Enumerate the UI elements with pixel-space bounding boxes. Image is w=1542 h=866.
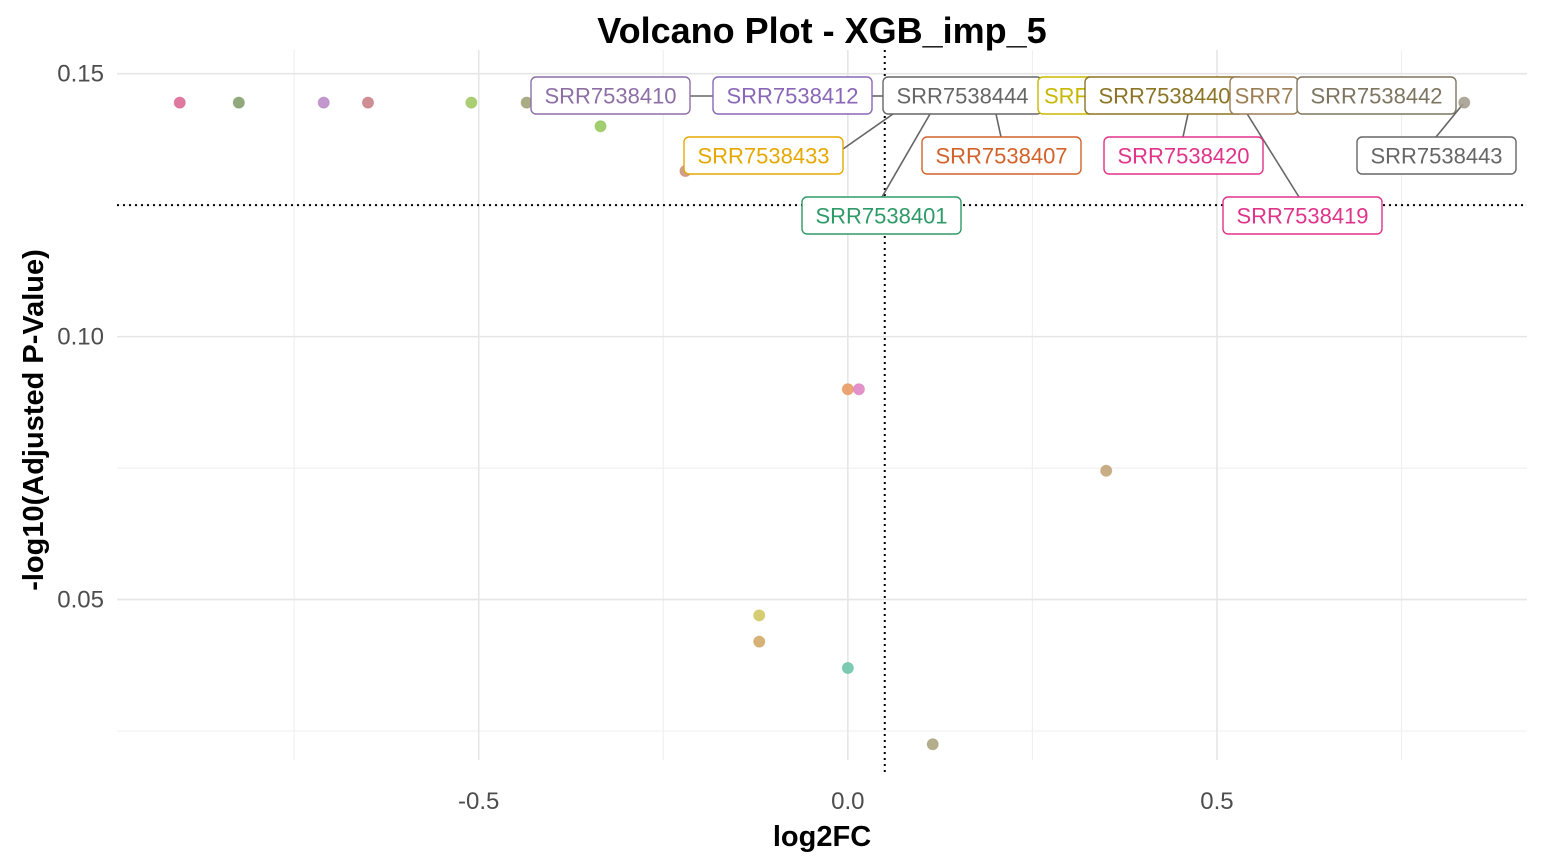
point-label: SRR7538412	[712, 76, 873, 115]
point-label-box	[530, 76, 691, 115]
point-label-text: SRR7538433	[697, 144, 829, 169]
x-tick-label: 0.0	[831, 788, 864, 815]
x-axis-title: log2FC	[773, 821, 871, 853]
point-label-text: SRR7538410	[544, 84, 676, 109]
point-label-text: SRR7538407	[935, 144, 1067, 169]
point-label-text: SRR7538442	[1310, 84, 1442, 109]
data-point	[317, 96, 330, 109]
point-label-text: SRR7538440	[1098, 84, 1230, 109]
point-label-text: SRF	[1044, 84, 1088, 109]
y-axis-title: -log10(Adjusted P-Value)	[18, 249, 50, 591]
point-label: SRR7538433	[683, 136, 844, 175]
point-label-text: SRR7538419	[1236, 204, 1368, 229]
data-point	[594, 120, 607, 133]
data-point	[1458, 96, 1471, 109]
data-point	[841, 661, 854, 674]
label-connector	[1182, 113, 1189, 138]
point-label-text: SRR7538401	[815, 204, 947, 229]
label-connector	[842, 113, 894, 150]
label-connectors	[690, 95, 1464, 198]
data-point	[1100, 464, 1113, 477]
data-point	[852, 383, 865, 396]
data-point	[753, 635, 766, 648]
point-label-box	[712, 76, 873, 115]
point-label-box	[921, 136, 1082, 175]
label-connector	[881, 113, 931, 198]
reference-lines	[117, 50, 1527, 775]
data-point	[232, 96, 245, 109]
point-label-text: SRR7538444	[896, 84, 1028, 109]
x-tick-label: 0.5	[1200, 788, 1233, 815]
point-label-text: SRR7538420	[1117, 144, 1249, 169]
point-label: SRR7538443	[1356, 136, 1517, 175]
chart-title: Volcano Plot - XGB_imp_5	[597, 10, 1046, 51]
point-label: SRR7538419	[1222, 196, 1383, 235]
data-point	[926, 738, 939, 751]
x-tick-label: -0.5	[458, 788, 499, 815]
point-label-box	[1222, 196, 1383, 235]
point-label: SRR7538444	[882, 76, 1043, 115]
point-label-box	[683, 136, 844, 175]
point-label: SRR7538401	[801, 196, 962, 235]
point-label: SRR7538410	[530, 76, 691, 115]
data-point	[465, 96, 478, 109]
point-label: SRR7538420	[1103, 136, 1264, 175]
point-label-text: SRR7538412	[726, 84, 858, 109]
data-point	[841, 383, 854, 396]
label-connector	[1240, 103, 1300, 198]
point-label: SRR7538407	[921, 136, 1082, 175]
data-point	[173, 96, 186, 109]
data-points	[173, 96, 1471, 751]
data-point	[361, 96, 374, 109]
point-label: SRR7	[1229, 76, 1299, 115]
point-label-box	[1356, 136, 1517, 175]
label-connector	[1435, 103, 1464, 138]
y-tick-label: 0.10	[57, 324, 104, 351]
label-connector	[995, 113, 1002, 138]
y-tick-label: 0.05	[57, 587, 104, 614]
data-point	[753, 609, 766, 622]
axis-ticks: -0.5 0.0 0.5 0.05 0.10 0.15	[57, 61, 1233, 815]
point-label-box	[1296, 76, 1457, 115]
point-labels: SRR7538410 SRR7538412 SRR7538444 SRF SRR7538…	[530, 76, 1517, 235]
point-label: SRR7538442	[1296, 76, 1457, 115]
point-label-text: SRR7538443	[1370, 144, 1502, 169]
point-label: SRR7538440	[1084, 76, 1245, 115]
point-label-text: SRR7	[1235, 84, 1294, 109]
point-label-box	[801, 196, 962, 235]
y-tick-label: 0.15	[57, 61, 104, 88]
point-label-box	[1103, 136, 1264, 175]
